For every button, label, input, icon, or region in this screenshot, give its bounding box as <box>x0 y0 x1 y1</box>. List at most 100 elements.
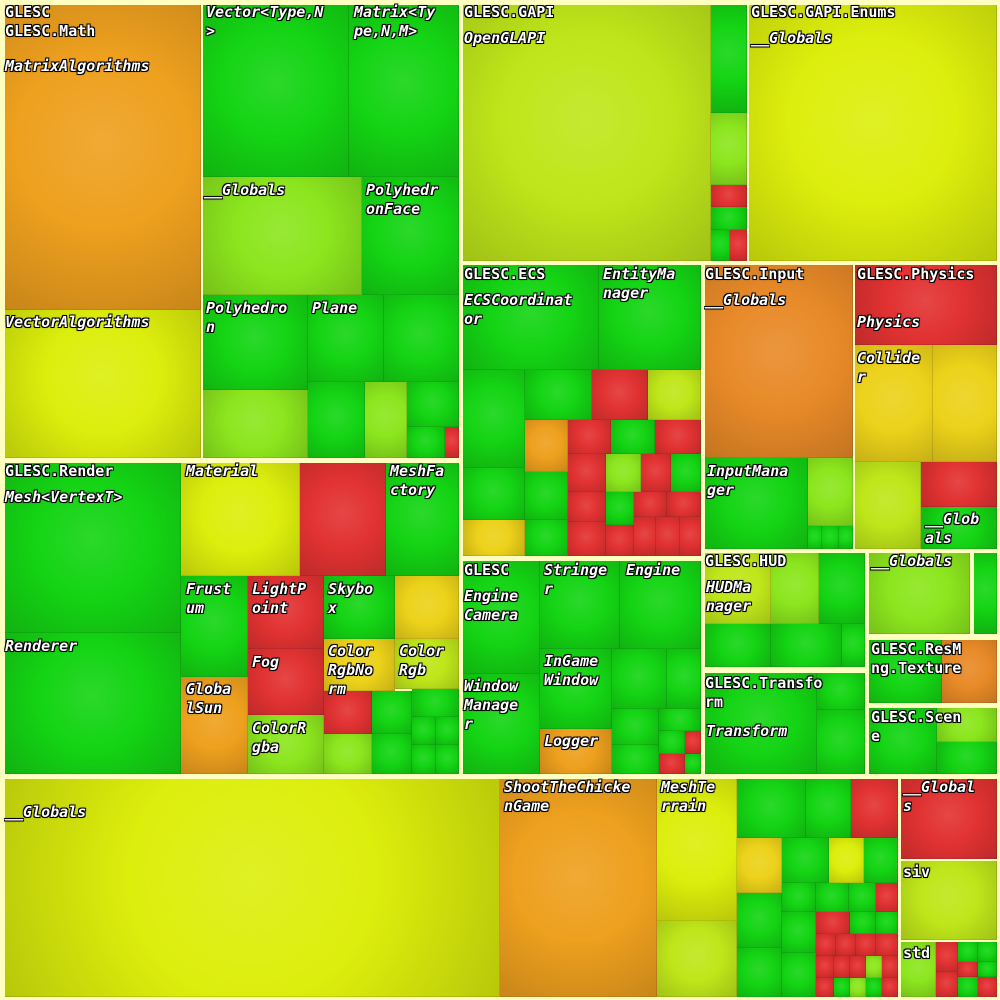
render-class-cell[interactable] <box>412 717 436 745</box>
window-manager-cell[interactable] <box>463 674 540 774</box>
ecs-class-cell[interactable] <box>463 370 525 468</box>
math-class-cell[interactable] <box>365 382 407 458</box>
engine-class-cell[interactable] <box>659 754 685 774</box>
root-class-cell[interactable] <box>782 953 816 997</box>
render-class-cell[interactable] <box>372 691 412 734</box>
render-class-cell[interactable] <box>412 745 436 774</box>
gapi-class-cell[interactable] <box>711 207 747 230</box>
render-class-cell[interactable] <box>436 717 459 745</box>
engine-class-cell[interactable] <box>685 754 701 774</box>
input-class-cell[interactable] <box>808 458 853 526</box>
std-class-cell[interactable] <box>958 962 978 977</box>
root-class-cell[interactable] <box>850 912 876 934</box>
vector-type-cell[interactable] <box>203 5 349 177</box>
hud-manager-cell[interactable] <box>705 553 771 624</box>
ecs-class-cell[interactable] <box>634 517 656 556</box>
entity-manager-cell[interactable] <box>599 265 701 370</box>
scene-cell[interactable] <box>869 708 937 774</box>
root-class-cell[interactable] <box>782 883 816 912</box>
math-class-cell[interactable] <box>407 427 445 458</box>
root-class-cell[interactable] <box>876 912 898 934</box>
std-cell[interactable] <box>901 942 936 997</box>
ecs-class-cell[interactable] <box>671 454 701 492</box>
root-class-cell[interactable] <box>882 978 898 997</box>
opengl-api-cell[interactable] <box>463 5 711 261</box>
root-globals-cell[interactable] <box>5 779 500 997</box>
color-rgb-norm-cell[interactable] <box>324 639 395 691</box>
stringer-cell[interactable] <box>540 561 620 649</box>
ecs-class-cell[interactable] <box>680 517 701 556</box>
root-class-cell[interactable] <box>816 934 836 956</box>
root-class-cell[interactable] <box>876 934 898 956</box>
misc-globals-cell[interactable] <box>901 779 997 859</box>
root-class-cell[interactable] <box>737 893 782 948</box>
math-globals-cell[interactable] <box>203 177 362 295</box>
transform-cell[interactable] <box>705 673 817 774</box>
root-class-cell[interactable] <box>836 934 856 956</box>
shoot-the-chicken-cell[interactable] <box>500 779 657 997</box>
ecs-class-cell[interactable] <box>463 468 525 520</box>
root-class-cell[interactable] <box>782 912 816 953</box>
render-class-cell[interactable] <box>324 734 372 774</box>
math-class-cell[interactable] <box>203 390 308 458</box>
std-class-cell[interactable] <box>936 972 958 997</box>
fog-cell[interactable] <box>248 649 324 715</box>
hud-globals-cell[interactable] <box>869 553 970 634</box>
physics-class-cell[interactable] <box>855 462 921 549</box>
std-class-cell[interactable] <box>978 977 997 997</box>
ecs-class-cell[interactable] <box>525 520 568 556</box>
hud-class-cell[interactable] <box>705 624 771 667</box>
ecs-class-cell[interactable] <box>463 520 525 556</box>
transform-class-cell[interactable] <box>817 673 865 710</box>
mesh-vertex-cell[interactable] <box>5 463 181 633</box>
engine-class-cell[interactable] <box>659 731 685 754</box>
root-class-cell[interactable] <box>816 978 834 997</box>
render-class-cell[interactable] <box>395 576 459 639</box>
std-class-cell[interactable] <box>936 942 958 972</box>
render-class-cell[interactable] <box>436 745 459 774</box>
engine-class-cell[interactable] <box>612 649 667 709</box>
engine-class-cell[interactable] <box>685 731 701 754</box>
root-class-cell[interactable] <box>850 978 866 997</box>
physics-class-cell[interactable] <box>933 345 997 462</box>
color-rgba-cell[interactable] <box>248 715 324 774</box>
root-class-cell[interactable] <box>856 934 876 956</box>
skybox-cell[interactable] <box>324 576 395 639</box>
input-class-cell[interactable] <box>808 526 822 549</box>
light-point-cell[interactable] <box>248 576 324 649</box>
vector-algorithms-cell[interactable] <box>5 310 201 458</box>
renderer-cell[interactable] <box>5 633 181 774</box>
math-class-cell[interactable] <box>384 295 459 382</box>
root-class-cell[interactable] <box>816 912 850 934</box>
ecs-class-cell[interactable] <box>568 492 606 522</box>
root-class-cell[interactable] <box>864 838 898 883</box>
mesh-factory-cell[interactable] <box>386 463 459 576</box>
resmng-cell[interactable] <box>869 640 942 703</box>
polyhedron-cell[interactable] <box>203 295 308 390</box>
root-class-cell[interactable] <box>849 883 876 912</box>
engine-class-cell[interactable] <box>667 649 701 709</box>
root-class-cell[interactable] <box>816 956 834 978</box>
ecs-class-cell[interactable] <box>667 492 701 517</box>
ecs-class-cell[interactable] <box>592 370 648 420</box>
hud-class-cell[interactable] <box>819 553 865 624</box>
resmng-class-cell[interactable] <box>942 640 997 703</box>
physics-class-cell[interactable] <box>921 462 997 507</box>
math-class-cell[interactable] <box>308 382 365 458</box>
root-class-cell[interactable] <box>834 978 850 997</box>
physics-globals-cell[interactable] <box>921 507 997 549</box>
input-manager-cell[interactable] <box>705 458 808 549</box>
input-globals-cell[interactable] <box>705 265 853 458</box>
collider-cell[interactable] <box>855 345 933 462</box>
scene-class-cell[interactable] <box>937 742 997 774</box>
ecs-class-cell[interactable] <box>568 454 606 492</box>
gapi-class-cell[interactable] <box>730 230 747 261</box>
siv-cell[interactable] <box>901 861 997 940</box>
gapi-class-cell[interactable] <box>711 113 747 185</box>
ecs-class-cell[interactable] <box>606 454 641 492</box>
ecs-class-cell[interactable] <box>525 420 568 472</box>
engine-class-cell[interactable] <box>612 745 659 774</box>
scene-class-cell[interactable] <box>937 708 997 742</box>
polyhedron-face-cell[interactable] <box>362 177 459 295</box>
mesh-terrain-cell[interactable] <box>657 779 737 921</box>
